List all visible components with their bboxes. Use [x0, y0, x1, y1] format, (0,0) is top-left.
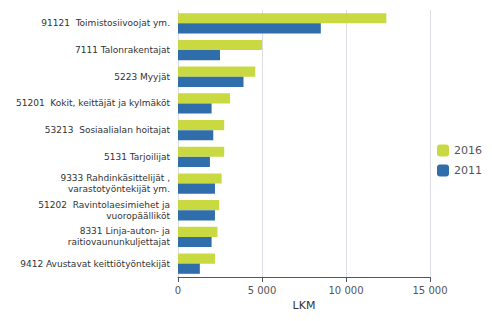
svg-text:varastotyöntekijät ym.: varastotyöntekijät ym. — [68, 184, 170, 194]
svg-text:9412 Avustavat keittiötyönteki: 9412 Avustavat keittiötyöntekijät — [20, 259, 170, 269]
svg-text:53213 Sosiaalialan hoitajat: 53213 Sosiaalialan hoitajat — [45, 125, 171, 135]
svg-text:5223 Myyjät: 5223 Myyjät — [114, 72, 170, 82]
svg-text:51202 Ravintolaesimiehet ja: 51202 Ravintolaesimiehet ja — [38, 200, 170, 210]
svg-text:15 000: 15 000 — [413, 285, 448, 296]
svg-text:9333 Rahdinkäsittelijät ,: 9333 Rahdinkäsittelijät , — [60, 173, 170, 183]
svg-text:8331 Linja-auton- ja: 8331 Linja-auton- ja — [80, 226, 170, 236]
svg-text:91121 Toimistosiivoojat ym.: 91121 Toimistosiivoojat ym. — [41, 18, 170, 28]
svg-text:raitiovaununkuljettajat: raitiovaununkuljettajat — [68, 237, 171, 247]
svg-text:5 000: 5 000 — [248, 285, 277, 296]
svg-text:51201 Kokit, keittäjät ja kyl: 51201 Kokit, keittäjät ja kylmäköt — [16, 98, 170, 108]
svg-text:0: 0 — [175, 285, 181, 296]
svg-text:vuoropäälliköt: vuoropäälliköt — [106, 211, 170, 221]
svg-text:2011: 2011 — [454, 164, 482, 177]
svg-text:10 000: 10 000 — [329, 285, 364, 296]
svg-text:5131 Tarjoilijat: 5131 Tarjoilijat — [104, 152, 171, 162]
svg-text:LKM: LKM — [293, 299, 316, 312]
svg-text:2016: 2016 — [454, 144, 482, 157]
svg-text:7111 Talonrakentajat: 7111 Talonrakentajat — [75, 45, 170, 55]
